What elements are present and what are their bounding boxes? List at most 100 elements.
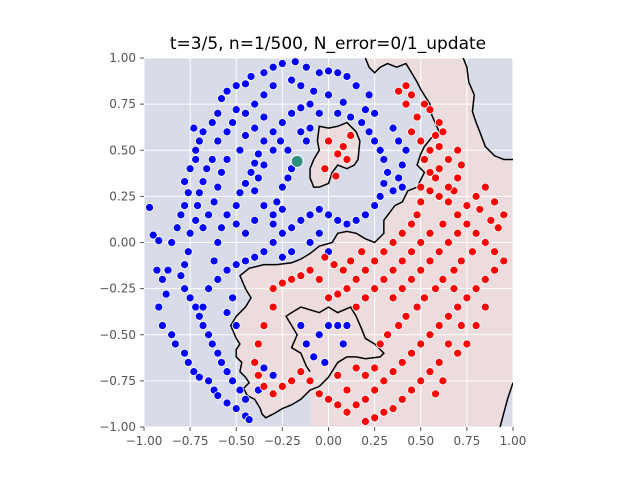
data-point-class_a-39 [241,79,250,89]
data-point-class_a-126 [268,238,278,247]
data-point-class_b-39 [259,321,269,330]
data-point-class_b-143 [346,131,356,140]
data-point-class_b-44 [268,389,278,399]
data-point-class_b-56 [379,376,389,386]
data-point-class_a-62 [222,127,232,137]
data-point-class_a-157 [397,160,407,170]
data-point-class_a-121 [314,204,324,214]
series-class_b [250,81,509,426]
data-point-class_a-51 [287,75,297,85]
data-point-class_b-110 [351,302,361,312]
data-point-class_a-136 [277,182,287,192]
data-point-class_b-67 [480,274,490,284]
data-point-class_b-115 [434,358,444,367]
data-point-class_a-83 [222,367,232,377]
data-point-class_b-26 [370,256,380,266]
data-point-class_a-56 [268,81,278,91]
data-point-class_a-171 [342,321,352,330]
data-point-class_b-72 [471,228,481,238]
data-point-class_b-93 [375,339,385,349]
data-point-class_a-38 [231,81,241,91]
data-point-class_a-160 [397,182,407,192]
data-point-class_b-138 [320,252,330,262]
data-point-class_b-64 [453,302,463,312]
data-point-class_b-116 [425,367,435,377]
data-point-class_a-70 [185,228,195,238]
data-point-class_a-95 [246,167,256,177]
data-point-class_a-47 [324,66,333,76]
data-point-class_a-91 [222,210,232,220]
data-point-class_b-132 [351,363,361,373]
data-point-class_a-143 [259,160,269,170]
data-point-class_b-45 [277,382,287,391]
data-point-class_a-6 [154,302,164,312]
data-point-class_a-14 [204,376,213,386]
data-point-class_a-148 [301,136,311,146]
data-point-class_b-101 [453,228,463,238]
data-point-class_b-108 [370,284,380,294]
data-point-class_b-57 [388,367,398,377]
data-point-class_a-24 [176,210,186,220]
data-point-class_a-26 [183,188,193,198]
data-point-class_b-137 [329,260,339,270]
data-point-class_b-38 [268,302,278,312]
data-point-class_b-61 [425,330,435,340]
data-point-class_b-90 [401,311,411,321]
data-point-class_a-107 [357,118,367,127]
data-point-class_b-102 [425,228,435,238]
data-point-class_a-36 [217,94,226,103]
data-point-class_a-21 [163,265,173,275]
data-point-class_a-102 [296,103,306,113]
data-point-class_a-153 [370,108,380,118]
data-point-class_a-131 [222,265,232,275]
data-point-class_b-6 [434,142,444,151]
data-point-class_b-30 [333,289,343,299]
data-point-class_b-81 [486,215,496,225]
data-point-class_a-44 [290,58,300,67]
data-point-class_b-25 [379,247,389,257]
data-point-class_a-53 [309,86,319,96]
data-point-class_a-168 [314,330,324,340]
data-point-class_a-96 [250,158,260,168]
data-point-class_b-134 [370,363,380,373]
data-point-class_a-174 [338,339,348,349]
y-tick-label-0: −1.00 [99,420,136,434]
data-point-class_b-71 [480,238,490,247]
data-point-class_b-89 [412,302,422,312]
data-point-class_b-3 [425,105,435,115]
data-point-class_b-154 [416,182,426,192]
data-point-class_a-132 [228,293,237,303]
data-point-class_b-27 [360,265,370,275]
data-point-class_b-79 [499,210,509,220]
data-point-class_a-191 [213,182,223,192]
data-point-class_b-120 [388,404,398,413]
data-point-class_a-50 [351,81,361,91]
data-point-class_a-128 [250,252,260,262]
decision-boundary-main [229,58,441,419]
data-point-class_a-79 [204,330,213,340]
data-point-class_a-80 [207,339,217,349]
data-point-class_b-153 [444,182,453,192]
chart-title: t=3/5, n=1/500, N_error=0/1_update [170,34,486,54]
data-point-class_b-83 [468,247,477,257]
data-point-class_a-87 [213,274,223,284]
data-point-class_b-145 [320,164,330,174]
data-point-class_a-90 [217,223,226,233]
data-point-class_b-15 [453,173,463,183]
data-point-class_a-55 [338,97,348,107]
data-point-class_a-67 [194,188,204,198]
data-point-class_b-55 [370,385,380,395]
data-point-class_a-190 [217,167,226,177]
data-point-class_b-11 [434,164,444,174]
data-point-class_b-128 [438,376,448,386]
data-point-class_a-89 [213,238,223,247]
data-point-class_b-54 [360,394,370,404]
data-point-class_b-142 [338,142,348,151]
data-point-class_b-150 [394,86,404,96]
data-point-class_b-123 [360,417,370,426]
data-point-class_a-178 [204,284,213,294]
data-point-class_b-8 [420,155,429,164]
data-point-class_a-106 [346,112,356,122]
data-point-class_b-141 [333,149,343,159]
